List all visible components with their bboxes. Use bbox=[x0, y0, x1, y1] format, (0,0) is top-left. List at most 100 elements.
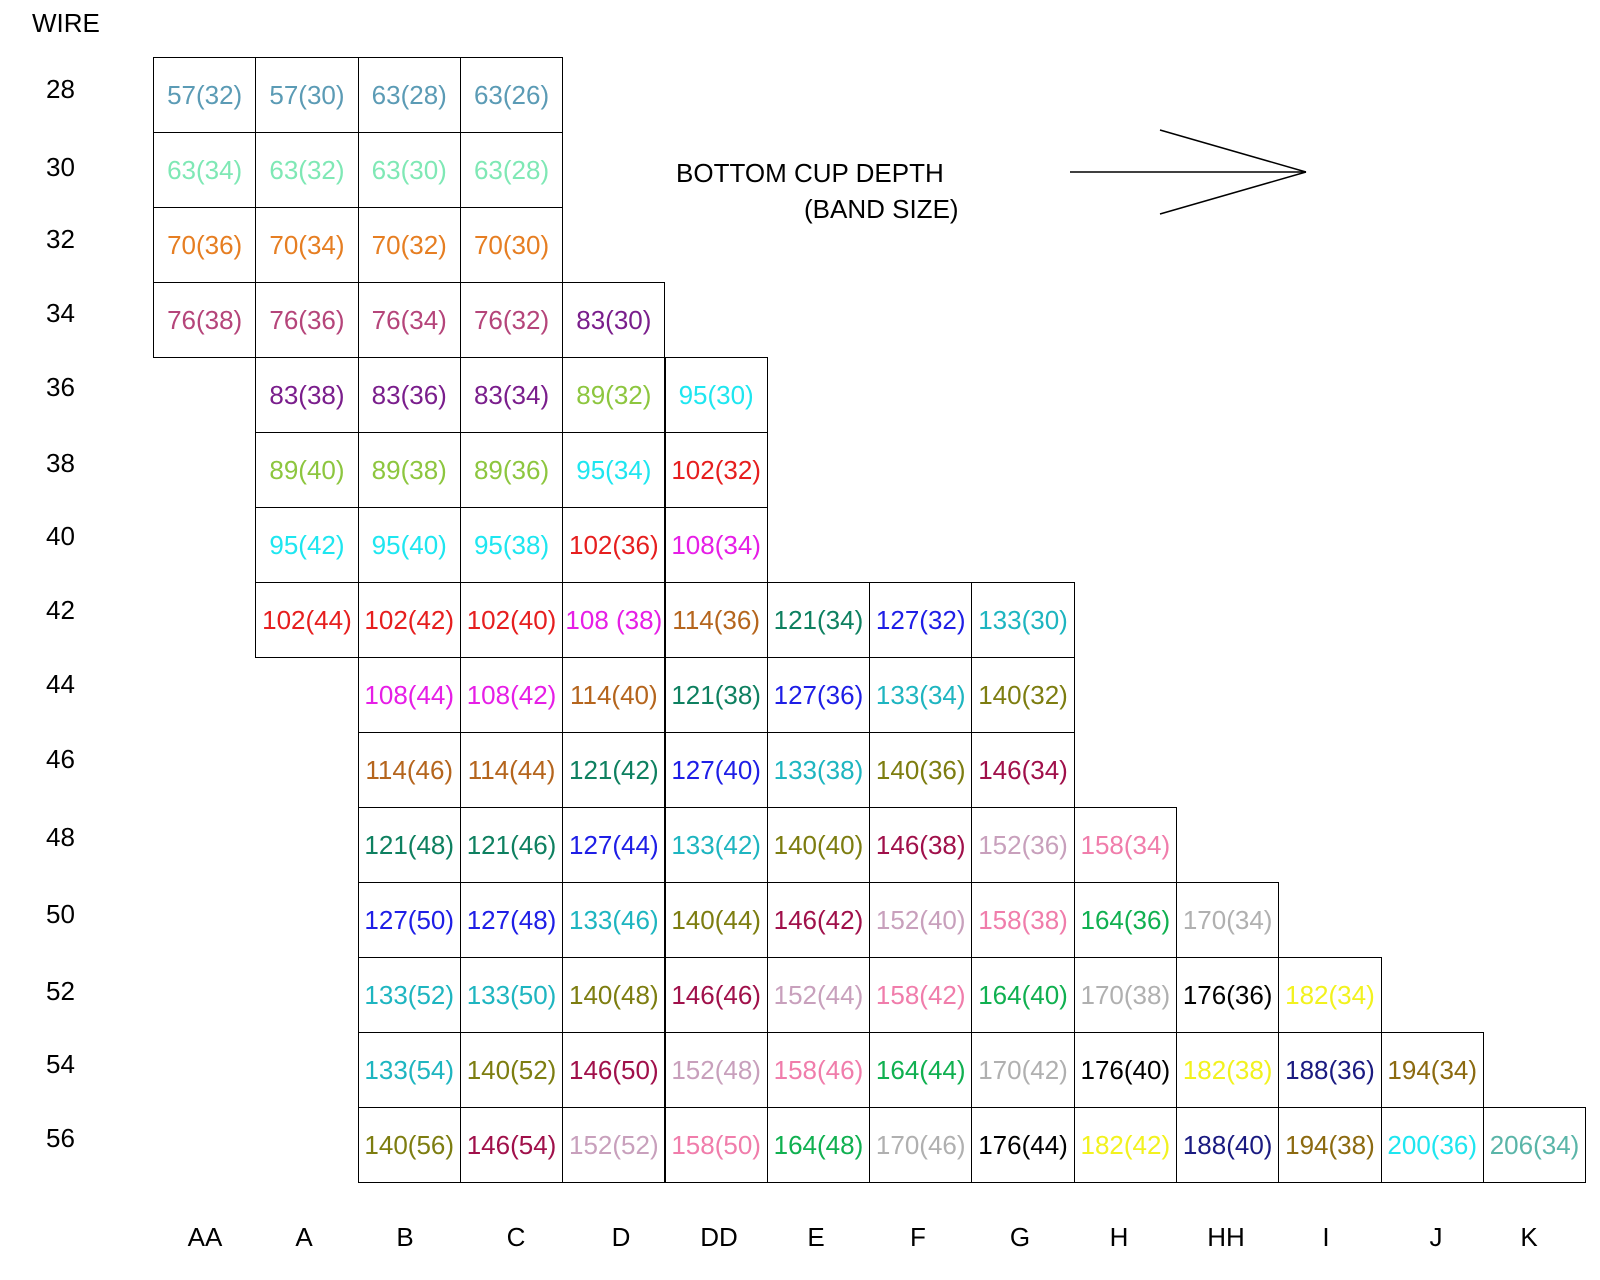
right-arrow-icon bbox=[1070, 129, 1307, 215]
grid-cell-40-d: 102(36) bbox=[562, 507, 666, 583]
grid-cell-48-dd: 133(42) bbox=[664, 807, 768, 883]
grid-cell-52-c: 133(50) bbox=[459, 957, 564, 1033]
grid-cell-56-g: 176(44) bbox=[971, 1107, 1075, 1183]
grid-cell-50-e: 146(42) bbox=[766, 882, 871, 958]
grid-cell-42-e: 121(34) bbox=[766, 582, 871, 658]
cup-label-DD: DD bbox=[700, 1222, 738, 1252]
direction-subtitle: (BAND SIZE) bbox=[804, 194, 959, 224]
grid-cell-36-d: 89(32) bbox=[562, 357, 666, 433]
grid-cell-38-dd: 102(32) bbox=[664, 432, 768, 508]
grid-cell-56-b: 140(56) bbox=[357, 1107, 461, 1183]
wire-label-36: 36 bbox=[46, 372, 75, 402]
grid-cell-48-c: 121(46) bbox=[459, 807, 564, 883]
wire-label-40: 40 bbox=[46, 521, 75, 551]
wire-label-46: 46 bbox=[46, 744, 75, 774]
grid-cell-34-a: 76(36) bbox=[255, 282, 359, 358]
wire-label-30: 30 bbox=[46, 152, 75, 182]
grid-cell-56-d: 152(52) bbox=[562, 1107, 666, 1183]
grid-cell-36-a: 83(38) bbox=[255, 357, 359, 433]
grid-cell-48-g: 152(36) bbox=[971, 807, 1075, 883]
grid-cell-56-i: 194(38) bbox=[1278, 1107, 1382, 1183]
grid-cell-56-j: 200(36) bbox=[1380, 1107, 1484, 1183]
grid-cell-56-f: 170(46) bbox=[869, 1107, 973, 1183]
grid-cell-56-k: 206(34) bbox=[1482, 1107, 1587, 1183]
cup-label-B: B bbox=[396, 1222, 414, 1252]
grid-cell-40-b: 95(40) bbox=[357, 507, 461, 583]
grid-cell-52-d: 140(48) bbox=[562, 957, 666, 1033]
grid-cell-30-c: 63(28) bbox=[459, 132, 564, 208]
grid-cell-54-hh: 182(38) bbox=[1176, 1032, 1280, 1108]
grid-cell-50-g: 158(38) bbox=[971, 882, 1075, 958]
wire-label-52: 52 bbox=[46, 976, 75, 1006]
grid-cell-40-c: 95(38) bbox=[459, 507, 564, 583]
grid-cell-46-dd: 127(40) bbox=[664, 732, 768, 808]
grid-cell-52-e: 152(44) bbox=[766, 957, 871, 1033]
grid-cell-38-d: 95(34) bbox=[562, 432, 666, 508]
grid-cell-56-h: 182(42) bbox=[1073, 1107, 1177, 1183]
grid-cell-46-e: 133(38) bbox=[766, 732, 871, 808]
grid-cell-50-c: 127(48) bbox=[459, 882, 564, 958]
grid-cell-42-a: 102(44) bbox=[255, 582, 359, 658]
cup-label-A: A bbox=[295, 1222, 313, 1252]
grid-cell-46-d: 121(42) bbox=[562, 732, 666, 808]
cup-label-G: G bbox=[1009, 1222, 1031, 1252]
grid-cell-46-c: 114(44) bbox=[459, 732, 564, 808]
grid-cell-40-dd: 108(34) bbox=[664, 507, 768, 583]
grid-cell-48-f: 146(38) bbox=[869, 807, 973, 883]
grid-cell-50-b: 127(50) bbox=[357, 882, 461, 958]
grid-cell-56-dd: 158(50) bbox=[664, 1107, 768, 1183]
grid-cell-42-dd: 114(36) bbox=[664, 582, 768, 658]
cup-label-HH: HH bbox=[1207, 1222, 1245, 1252]
wire-label-56: 56 bbox=[46, 1123, 75, 1153]
grid-cell-50-dd: 140(44) bbox=[664, 882, 768, 958]
grid-cell-30-aa: 63(34) bbox=[153, 132, 257, 208]
grid-cell-50-hh: 170(34) bbox=[1176, 882, 1280, 958]
grid-cell-52-hh: 176(36) bbox=[1176, 957, 1280, 1033]
wire-label-34: 34 bbox=[46, 298, 75, 328]
grid-cell-38-b: 89(38) bbox=[357, 432, 461, 508]
cup-label-AA: AA bbox=[187, 1222, 223, 1252]
grid-cell-48-h: 158(34) bbox=[1073, 807, 1177, 883]
grid-cell-46-g: 146(34) bbox=[971, 732, 1075, 808]
direction-title: BOTTOM CUP DEPTH bbox=[676, 158, 944, 188]
grid-cell-44-f: 133(34) bbox=[869, 657, 973, 733]
wire-label-44: 44 bbox=[46, 669, 75, 699]
grid-cell-42-g: 133(30) bbox=[971, 582, 1075, 658]
grid-cell-36-dd: 95(30) bbox=[664, 357, 768, 433]
grid-cell-48-d: 127(44) bbox=[562, 807, 666, 883]
grid-cell-56-hh: 188(40) bbox=[1176, 1107, 1280, 1183]
grid-cell-44-g: 140(32) bbox=[971, 657, 1075, 733]
grid-cell-40-a: 95(42) bbox=[255, 507, 359, 583]
grid-cell-34-aa: 76(38) bbox=[153, 282, 257, 358]
cup-label-J: J bbox=[1429, 1222, 1443, 1252]
grid-cell-44-c: 108(42) bbox=[459, 657, 564, 733]
grid-cell-50-f: 152(40) bbox=[869, 882, 973, 958]
grid-cell-46-f: 140(36) bbox=[869, 732, 973, 808]
grid-cell-36-c: 83(34) bbox=[459, 357, 564, 433]
grid-cell-52-h: 170(38) bbox=[1073, 957, 1177, 1033]
grid-cell-34-c: 76(32) bbox=[459, 282, 564, 358]
grid-cell-42-f: 127(32) bbox=[869, 582, 973, 658]
grid-cell-34-d: 83(30) bbox=[562, 282, 666, 358]
cup-label-I: I bbox=[1322, 1222, 1330, 1252]
grid-cell-44-b: 108(44) bbox=[357, 657, 461, 733]
grid-cell-38-c: 89(36) bbox=[459, 432, 564, 508]
grid-cell-56-e: 164(48) bbox=[766, 1107, 871, 1183]
grid-cell-56-c: 146(54) bbox=[459, 1107, 564, 1183]
grid-cell-38-a: 89(40) bbox=[255, 432, 359, 508]
grid-cell-28-c: 63(26) bbox=[459, 57, 564, 133]
grid-cell-54-f: 164(44) bbox=[869, 1032, 973, 1108]
grid-cell-34-b: 76(34) bbox=[357, 282, 461, 358]
wire-label-48: 48 bbox=[46, 822, 75, 852]
grid-cell-54-b: 133(54) bbox=[357, 1032, 461, 1108]
grid-cell-46-b: 114(46) bbox=[357, 732, 461, 808]
wire-label-50: 50 bbox=[46, 899, 75, 929]
grid-cell-50-h: 164(36) bbox=[1073, 882, 1177, 958]
cup-label-C: C bbox=[506, 1222, 526, 1252]
grid-cell-54-i: 188(36) bbox=[1278, 1032, 1382, 1108]
cup-label-F: F bbox=[910, 1222, 926, 1252]
grid-cell-42-b: 102(42) bbox=[357, 582, 461, 658]
cup-label-K: K bbox=[1520, 1222, 1538, 1252]
grid-cell-28-a: 57(30) bbox=[255, 57, 359, 133]
grid-cell-32-aa: 70(36) bbox=[153, 207, 257, 283]
